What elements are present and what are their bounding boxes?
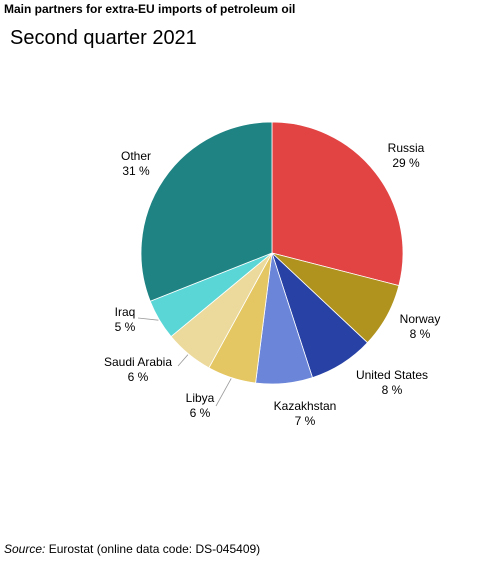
leader-line-iraq xyxy=(137,317,159,321)
slice-label-libya: Libya 6 % xyxy=(186,391,215,420)
slice-value: 8 % xyxy=(382,383,403,397)
slice-label-kazakhstan: Kazakhstan 7 % xyxy=(274,399,337,428)
slice-value: 8 % xyxy=(410,327,431,341)
pie-slice-russia xyxy=(271,121,404,287)
pie-slice-other xyxy=(140,121,273,302)
slice-label-saudi-arabia: Saudi Arabia 6 % xyxy=(104,355,172,384)
chart-title: Main partners for extra-EU imports of pe… xyxy=(4,2,296,16)
pie-slices xyxy=(140,121,404,385)
slice-name: Saudi Arabia xyxy=(104,355,172,369)
slice-label-united-states: United States 8 % xyxy=(356,368,428,397)
slice-name: Other xyxy=(121,149,151,163)
slice-value: 29 % xyxy=(392,156,420,170)
leader-line-saudi-arabia xyxy=(177,354,189,367)
slice-label-other: Other 31 % xyxy=(121,149,151,178)
source-note: Source: Eurostat (online data code: DS-0… xyxy=(4,542,260,556)
slice-label-iraq: Iraq 5 % xyxy=(115,305,136,334)
slice-name: Iraq xyxy=(115,305,136,319)
slice-name: Kazakhstan xyxy=(274,399,337,413)
slice-name: Norway xyxy=(400,312,441,326)
slice-name: Russia xyxy=(388,141,425,155)
slice-labels: Russia 29 %Norway 8 %United States 8 %Kazak… xyxy=(104,141,440,428)
slice-value: 31 % xyxy=(122,164,150,178)
slice-label-russia: Russia 29 % xyxy=(388,141,425,170)
slice-value: 6 % xyxy=(128,370,149,384)
slice-value: 5 % xyxy=(115,320,136,334)
slice-name: United States xyxy=(356,368,428,382)
chart-subtitle: Second quarter 2021 xyxy=(10,27,197,49)
leader-lines xyxy=(137,317,232,407)
slice-value: 6 % xyxy=(190,406,211,420)
source-label: Source: xyxy=(4,542,46,556)
leader-line-libya xyxy=(215,378,232,407)
slice-value: 7 % xyxy=(295,414,316,428)
slice-label-norway: Norway 8 % xyxy=(400,312,441,341)
slice-name: Libya xyxy=(186,391,215,405)
source-text: Eurostat (online data code: DS-045409) xyxy=(48,542,261,556)
